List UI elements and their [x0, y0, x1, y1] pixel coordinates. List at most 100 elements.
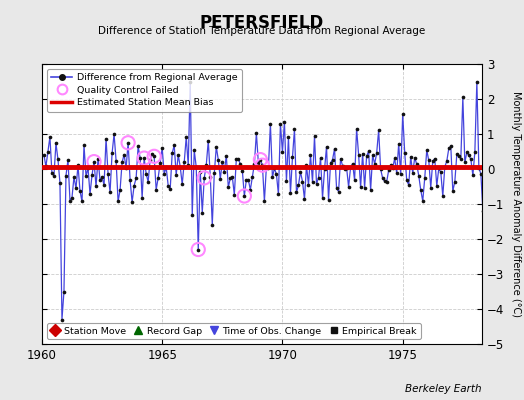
- Point: [142, 170, 150, 177]
- Point: [477, 170, 485, 177]
- Point: [399, 111, 407, 118]
- Point: [64, 157, 72, 163]
- Point: [204, 138, 212, 144]
- Point: [465, 152, 473, 158]
- Point: [256, 156, 265, 163]
- Y-axis label: Monthly Temperature Anomaly Difference (°C): Monthly Temperature Anomaly Difference (…: [511, 91, 521, 317]
- Point: [451, 179, 459, 185]
- Point: [421, 175, 429, 181]
- Point: [284, 134, 292, 140]
- Point: [312, 181, 321, 187]
- Text: Difference of Station Temperature Data from Regional Average: Difference of Station Temperature Data f…: [99, 26, 425, 36]
- Point: [361, 184, 369, 191]
- Point: [319, 195, 327, 201]
- Point: [308, 179, 316, 185]
- Point: [387, 162, 395, 168]
- Point: [344, 184, 353, 190]
- Point: [248, 174, 257, 180]
- Point: [90, 158, 98, 165]
- Point: [364, 148, 373, 154]
- Point: [62, 172, 70, 179]
- Point: [128, 199, 136, 205]
- Point: [341, 165, 349, 172]
- Point: [96, 177, 104, 184]
- Point: [242, 176, 250, 183]
- Point: [252, 130, 260, 136]
- Point: [106, 189, 114, 195]
- Point: [473, 78, 481, 85]
- Point: [446, 143, 455, 150]
- Point: [383, 179, 391, 185]
- Point: [174, 152, 182, 158]
- Point: [122, 165, 130, 171]
- Point: [66, 197, 74, 204]
- Point: [244, 177, 253, 183]
- Point: [150, 153, 158, 160]
- Point: [114, 198, 122, 205]
- Point: [118, 159, 126, 166]
- Point: [375, 127, 383, 133]
- Point: [246, 186, 255, 193]
- Point: [124, 140, 132, 146]
- Point: [186, 78, 194, 85]
- Point: [224, 184, 233, 190]
- Point: [230, 192, 238, 198]
- Point: [334, 188, 343, 195]
- Point: [86, 191, 94, 197]
- Point: [180, 159, 189, 166]
- Point: [268, 174, 277, 180]
- Point: [178, 181, 187, 188]
- Point: [390, 155, 399, 162]
- Point: [42, 163, 50, 170]
- Point: [351, 177, 359, 184]
- Point: [134, 143, 143, 150]
- Point: [456, 156, 465, 162]
- Point: [353, 126, 361, 132]
- Point: [373, 150, 381, 157]
- Point: [434, 165, 443, 172]
- Point: [320, 166, 329, 172]
- Point: [234, 156, 243, 162]
- Point: [138, 194, 146, 201]
- Point: [254, 160, 263, 166]
- Point: [302, 162, 311, 168]
- Point: [272, 171, 281, 178]
- Point: [356, 184, 365, 190]
- Point: [166, 186, 174, 192]
- Point: [124, 140, 132, 146]
- Point: [336, 156, 345, 162]
- Point: [278, 149, 287, 155]
- Point: [182, 134, 190, 140]
- Point: [385, 167, 393, 174]
- Point: [126, 177, 134, 183]
- Point: [471, 149, 479, 155]
- Point: [70, 174, 78, 180]
- Point: [108, 150, 116, 157]
- Point: [395, 141, 403, 147]
- Point: [43, 149, 52, 155]
- Point: [218, 158, 226, 165]
- Point: [258, 162, 267, 168]
- Point: [316, 154, 325, 161]
- Point: [232, 156, 241, 162]
- Point: [72, 185, 80, 192]
- Point: [388, 165, 397, 171]
- Point: [475, 165, 483, 172]
- Point: [150, 153, 158, 160]
- Point: [160, 171, 168, 177]
- Point: [94, 156, 102, 162]
- Point: [190, 147, 199, 154]
- Point: [339, 162, 347, 169]
- Point: [380, 178, 389, 185]
- Point: [290, 126, 299, 132]
- Point: [158, 145, 166, 151]
- Point: [407, 154, 415, 160]
- Point: [162, 164, 170, 170]
- Point: [156, 160, 165, 166]
- Point: [206, 173, 214, 180]
- Point: [310, 133, 319, 140]
- Point: [50, 173, 58, 179]
- Point: [46, 134, 54, 140]
- Point: [262, 164, 270, 170]
- Point: [74, 162, 82, 168]
